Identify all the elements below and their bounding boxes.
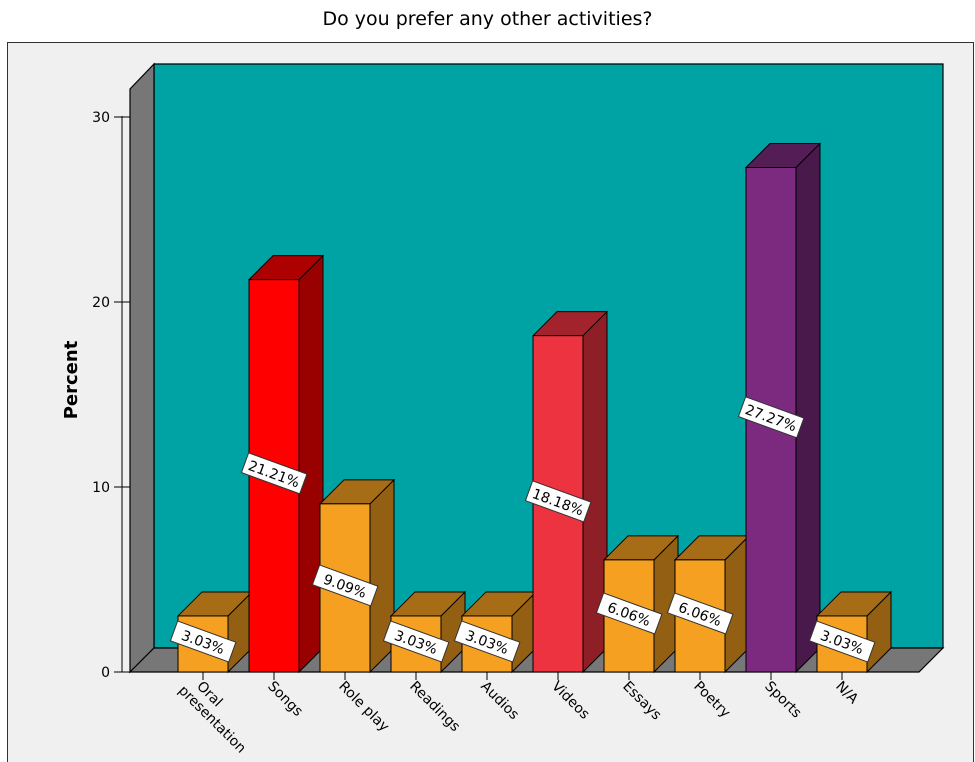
y-tick-label: 30 bbox=[92, 110, 110, 126]
data-label-box bbox=[311, 564, 379, 607]
data-label-box bbox=[169, 620, 237, 663]
plot-side-wall bbox=[129, 62, 155, 674]
y-tick-label: 0 bbox=[101, 665, 110, 681]
data-label-box bbox=[666, 592, 734, 635]
y-tick-label: 20 bbox=[92, 295, 110, 311]
y-tick-label: 10 bbox=[92, 480, 110, 496]
data-label-box bbox=[737, 396, 805, 439]
data-label-box bbox=[595, 592, 663, 635]
data-label-box bbox=[240, 452, 308, 495]
y-axis-label: Percent bbox=[61, 340, 82, 419]
chart-title: Do you prefer any other activities? bbox=[322, 8, 653, 30]
data-label-box bbox=[524, 480, 592, 523]
bar-side-face bbox=[298, 254, 324, 674]
data-label-box bbox=[808, 620, 876, 663]
data-label-box bbox=[382, 620, 450, 663]
bar-side-face bbox=[582, 310, 608, 674]
data-label-box bbox=[453, 620, 521, 663]
bar-side-face bbox=[795, 142, 821, 674]
